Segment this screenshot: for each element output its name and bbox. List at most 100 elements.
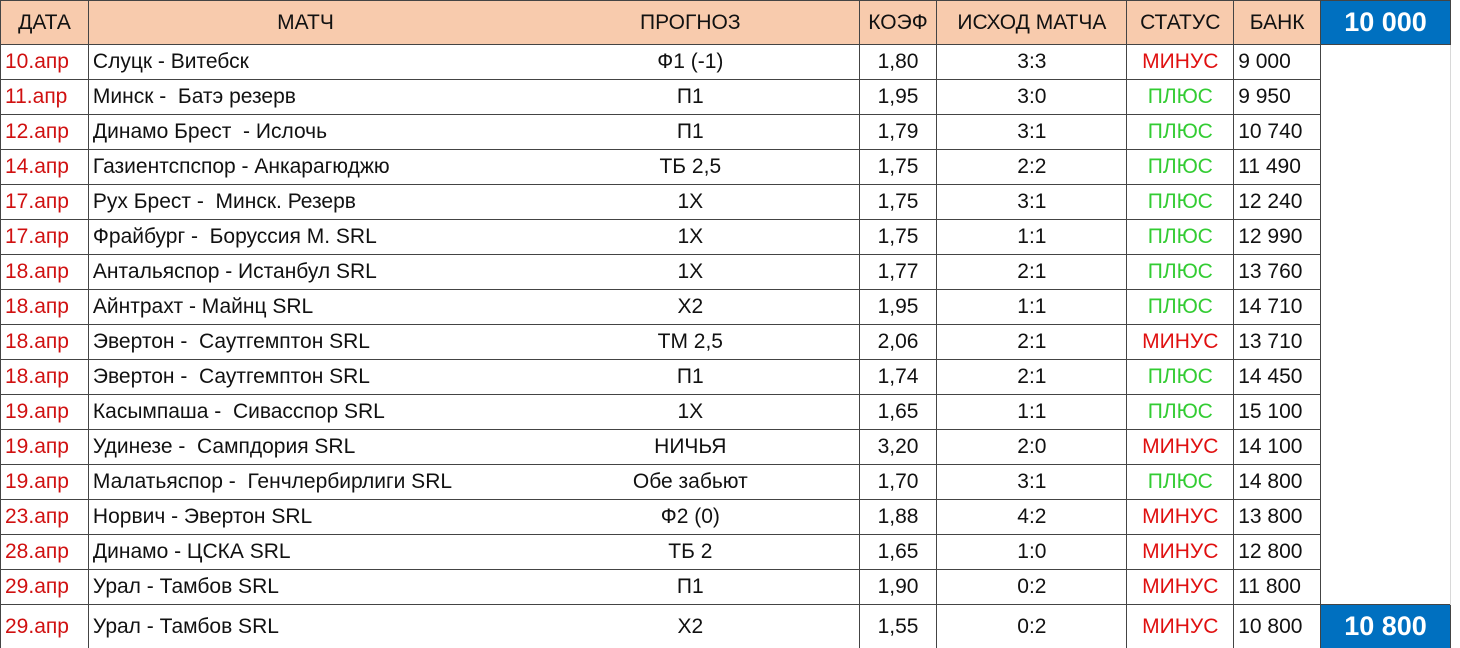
empty-cell [1320, 44, 1451, 80]
empty-cell [1320, 289, 1451, 325]
date: 19.апр [0, 394, 89, 430]
date: 18.апр [0, 254, 89, 290]
spacer [1450, 80, 1459, 115]
bank: 9 950 [1233, 79, 1322, 115]
bank: 12 990 [1233, 219, 1322, 255]
bet-row: 18.апр Эвертон - Саутгемптон SRL П1 1,74 2:1… [0, 359, 1460, 395]
header-match: МАТЧ [87, 0, 523, 45]
prediction: П1 [522, 114, 860, 150]
match: Айнтрахт - Майнц SRL [87, 289, 523, 325]
result: 1:1 [936, 289, 1128, 325]
result: 1:1 [936, 219, 1128, 255]
header-status: СТАТУС [1126, 0, 1235, 45]
prediction: П1 [522, 79, 860, 115]
result: 3:1 [936, 184, 1128, 220]
status: ПЛЮС [1126, 79, 1235, 115]
prediction: 1Х [522, 254, 860, 290]
coef: 1,95 [858, 79, 938, 115]
coef: 1,79 [858, 114, 938, 150]
status: ПЛЮС [1126, 359, 1235, 395]
coef: 1,80 [858, 44, 938, 80]
empty-cell [1320, 254, 1451, 290]
date: 12.апр [0, 114, 89, 150]
header-date: ДАТА [0, 0, 89, 45]
bank-start: 10 000 [1320, 0, 1451, 45]
header-coef: КОЭФ [858, 0, 938, 45]
header-row: ДАТА МАТЧ ПРОГНОЗ КОЭФ ИСХОД МАТЧА СТАТУС БАНК… [0, 0, 1460, 45]
date: 17.апр [0, 184, 89, 220]
match: Урал - Тамбов SRL [87, 604, 523, 648]
bet-row: 17.апр Рух Брест - Минск. Резерв 1Х 1,75 3:1… [0, 184, 1460, 220]
status: ПЛЮС [1126, 114, 1235, 150]
prediction: 1Х [522, 219, 860, 255]
result: 2:1 [936, 324, 1128, 360]
coef: 1,77 [858, 254, 938, 290]
bank-end: 10 800 [1320, 604, 1451, 648]
match: Антальяспор - Истанбул SRL [87, 254, 523, 290]
bank: 9 000 [1233, 44, 1322, 80]
empty-cell [1320, 499, 1451, 535]
spacer [1450, 115, 1459, 150]
result: 2:2 [936, 149, 1128, 185]
bank: 14 100 [1233, 429, 1322, 465]
spacer [1450, 570, 1459, 605]
date: 29.апр [0, 604, 89, 648]
spacer [1450, 535, 1459, 570]
bet-row: 19.апр Малатьяспор - Генчлербирлиги SRL Об… [0, 464, 1460, 500]
bank: 11 490 [1233, 149, 1322, 185]
status: МИНУС [1126, 569, 1235, 605]
coef: 1,65 [858, 394, 938, 430]
result: 3:0 [936, 79, 1128, 115]
result: 2:1 [936, 254, 1128, 290]
bank: 11 800 [1233, 569, 1322, 605]
status: ПЛЮС [1126, 254, 1235, 290]
date: 17.апр [0, 219, 89, 255]
match: Рух Брест - Минск. Резерв [87, 184, 523, 220]
match: Удинезе - Сампдория SRL [87, 429, 523, 465]
empty-cell [1320, 324, 1451, 360]
coef: 1,55 [858, 604, 938, 648]
bank: 14 710 [1233, 289, 1322, 325]
spacer [1450, 605, 1459, 648]
coef: 1,75 [858, 149, 938, 185]
match: Эвертон - Саутгемптон SRL [87, 324, 523, 360]
prediction: Ф1 (-1) [522, 44, 860, 80]
bet-row: 29.апр Урал - Тамбов SRL Х2 1,55 0:2 МИНУС 10 … [0, 604, 1460, 648]
prediction: 1Х [522, 184, 860, 220]
result: 1:1 [936, 394, 1128, 430]
prediction: ТБ 2,5 [522, 149, 860, 185]
bet-row: 17.апр Фрайбург - Боруссия М. SRL 1Х 1,75 1:… [0, 219, 1460, 255]
status: ПЛЮС [1126, 289, 1235, 325]
coef: 1,95 [858, 289, 938, 325]
spacer [1450, 500, 1459, 535]
status: ПЛЮС [1126, 464, 1235, 500]
match: Фрайбург - Боруссия М. SRL [87, 219, 523, 255]
status: МИНУС [1126, 324, 1235, 360]
bank: 10 740 [1233, 114, 1322, 150]
bank: 12 800 [1233, 534, 1322, 570]
status: МИНУС [1126, 499, 1235, 535]
status: ПЛЮС [1126, 149, 1235, 185]
prediction: 1Х [522, 394, 860, 430]
prediction: Х2 [522, 289, 860, 325]
coef: 1,75 [858, 219, 938, 255]
result: 2:1 [936, 359, 1128, 395]
bank: 12 240 [1233, 184, 1322, 220]
match: Касымпаша - Сивасспор SRL [87, 394, 523, 430]
bank: 13 800 [1233, 499, 1322, 535]
header-prediction: ПРОГНОЗ [522, 0, 860, 45]
empty-cell [1320, 569, 1451, 605]
result: 3:1 [936, 114, 1128, 150]
bet-row: 12.апр Динамо Брест - Ислочь П1 1,79 3:1 ПЛЮС… [0, 114, 1460, 150]
prediction: П1 [522, 359, 860, 395]
coef: 1,90 [858, 569, 938, 605]
bet-row: 28.апр Динамо - ЦСКА SRL ТБ 2 1,65 1:0 МИНУС 1… [0, 534, 1460, 570]
spacer [1450, 185, 1459, 220]
spacer [1450, 430, 1459, 465]
bet-row: 11.апр Минск - Батэ резерв П1 1,95 3:0 ПЛЮС 9 … [0, 79, 1460, 115]
empty-cell [1320, 464, 1451, 500]
bet-row: 18.апр Антальяспор - Истанбул SRL 1Х 1,77 2:… [0, 254, 1460, 290]
match: Слуцк - Витебск [87, 44, 523, 80]
coef: 1,75 [858, 184, 938, 220]
